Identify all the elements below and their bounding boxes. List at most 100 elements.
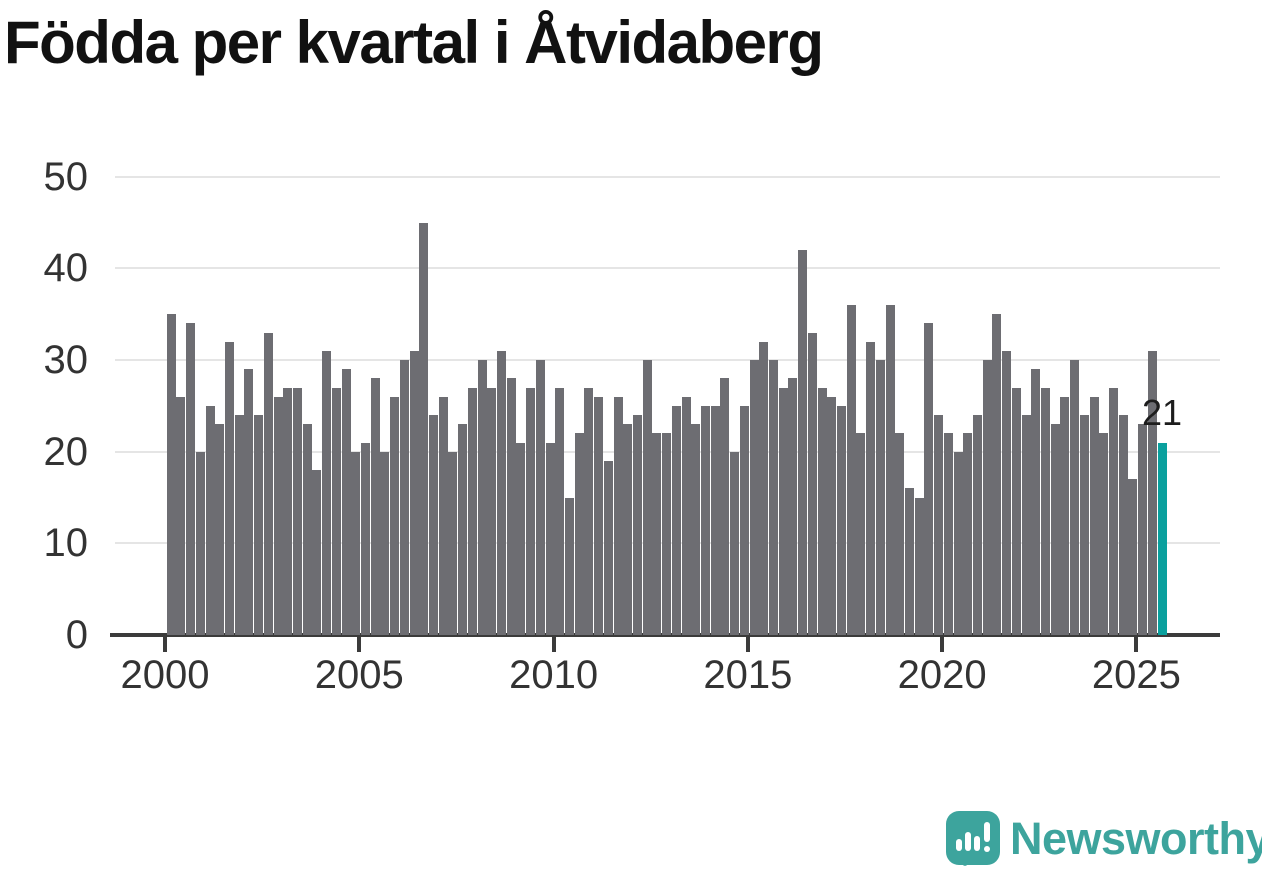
bar <box>584 387 594 635</box>
bar <box>837 405 847 635</box>
bar <box>215 424 225 635</box>
bar <box>798 250 808 635</box>
x-axis-tick-label: 2005 <box>314 653 404 697</box>
bar <box>545 442 555 635</box>
y-axis-tick-label: 30 <box>43 338 89 382</box>
bar <box>633 415 643 635</box>
x-axis-tick-mark <box>940 637 945 652</box>
bar <box>905 488 915 635</box>
bar <box>283 387 293 635</box>
logo-chart-bar-icon <box>965 832 971 851</box>
x-axis-tick-mark <box>357 637 362 652</box>
bar <box>924 323 934 635</box>
y-axis-tick-label: 20 <box>43 429 89 474</box>
bar <box>1109 387 1119 635</box>
bar <box>788 378 798 635</box>
bar <box>1079 415 1089 635</box>
bar <box>875 360 885 635</box>
bar <box>390 396 400 635</box>
latest-value-label: 21 <box>1141 392 1183 433</box>
bar <box>467 387 477 635</box>
bar <box>662 433 672 635</box>
bar <box>312 470 322 635</box>
bar <box>380 451 390 635</box>
bar <box>749 360 759 635</box>
bar <box>555 387 565 635</box>
bar <box>1138 424 1148 635</box>
x-axis-tick-label: 2000 <box>120 653 210 697</box>
bar <box>681 396 691 635</box>
bar <box>759 341 769 635</box>
chart-title: Födda per kvartal i Åtvidaberg <box>4 9 824 76</box>
bar <box>1147 350 1157 635</box>
bar <box>205 405 215 635</box>
newsworthy-logo-icon <box>946 811 1000 865</box>
x-axis-tick-mark <box>1134 637 1139 652</box>
bar <box>322 350 332 635</box>
logo-wordmark: Newsworthy <box>1010 813 1262 864</box>
bar <box>506 378 516 635</box>
bar <box>691 424 701 635</box>
bar <box>603 460 613 635</box>
bar <box>963 433 973 635</box>
bar <box>943 433 953 635</box>
y-axis-tick-label: 0 <box>65 613 88 657</box>
bar <box>1089 396 1099 635</box>
bar <box>1060 396 1070 635</box>
bar <box>574 433 584 635</box>
bar <box>448 451 458 635</box>
bar <box>370 378 380 635</box>
y-axis-tick-label: 50 <box>43 154 89 199</box>
bar <box>982 360 992 635</box>
bar <box>778 387 788 635</box>
bar <box>293 387 302 635</box>
bar <box>1099 433 1109 635</box>
logo-chart-bar-icon <box>974 836 980 851</box>
bar <box>302 424 312 635</box>
bar <box>458 424 468 635</box>
bar <box>497 350 506 635</box>
bar <box>409 350 419 635</box>
x-axis-tick-mark <box>551 637 556 652</box>
gridline <box>115 175 1220 178</box>
y-axis-tick-label: 10 <box>43 521 89 566</box>
bar <box>613 396 623 635</box>
bar <box>895 433 905 635</box>
bar <box>1050 424 1060 635</box>
bar <box>273 396 283 635</box>
bar <box>477 360 487 635</box>
bar <box>487 387 497 635</box>
x-axis-tick-label: 2020 <box>897 653 987 697</box>
bar <box>846 305 856 635</box>
x-axis-tick-label: 2010 <box>509 653 599 697</box>
bar <box>973 415 983 635</box>
bar <box>438 396 448 635</box>
bar <box>769 360 779 635</box>
bar <box>866 341 876 635</box>
x-axis-tick-mark <box>163 637 167 652</box>
bar <box>1128 479 1138 635</box>
bar <box>429 415 438 635</box>
bar <box>1002 350 1012 635</box>
bar <box>1118 415 1128 635</box>
bar <box>419 222 429 635</box>
bar <box>701 405 711 635</box>
bar <box>1021 415 1031 635</box>
bar <box>807 332 817 635</box>
bar <box>739 405 749 635</box>
bar <box>331 387 341 635</box>
bar <box>516 442 526 635</box>
bar <box>642 360 652 635</box>
x-axis-tick-label: 2025 <box>1091 653 1181 697</box>
bar <box>1011 387 1021 635</box>
bar <box>992 314 1002 635</box>
bar <box>361 442 370 635</box>
gridline <box>115 359 1220 361</box>
bar <box>526 387 536 635</box>
bar <box>234 415 244 635</box>
bar <box>720 378 730 635</box>
bar <box>710 405 720 635</box>
bar <box>341 369 351 635</box>
